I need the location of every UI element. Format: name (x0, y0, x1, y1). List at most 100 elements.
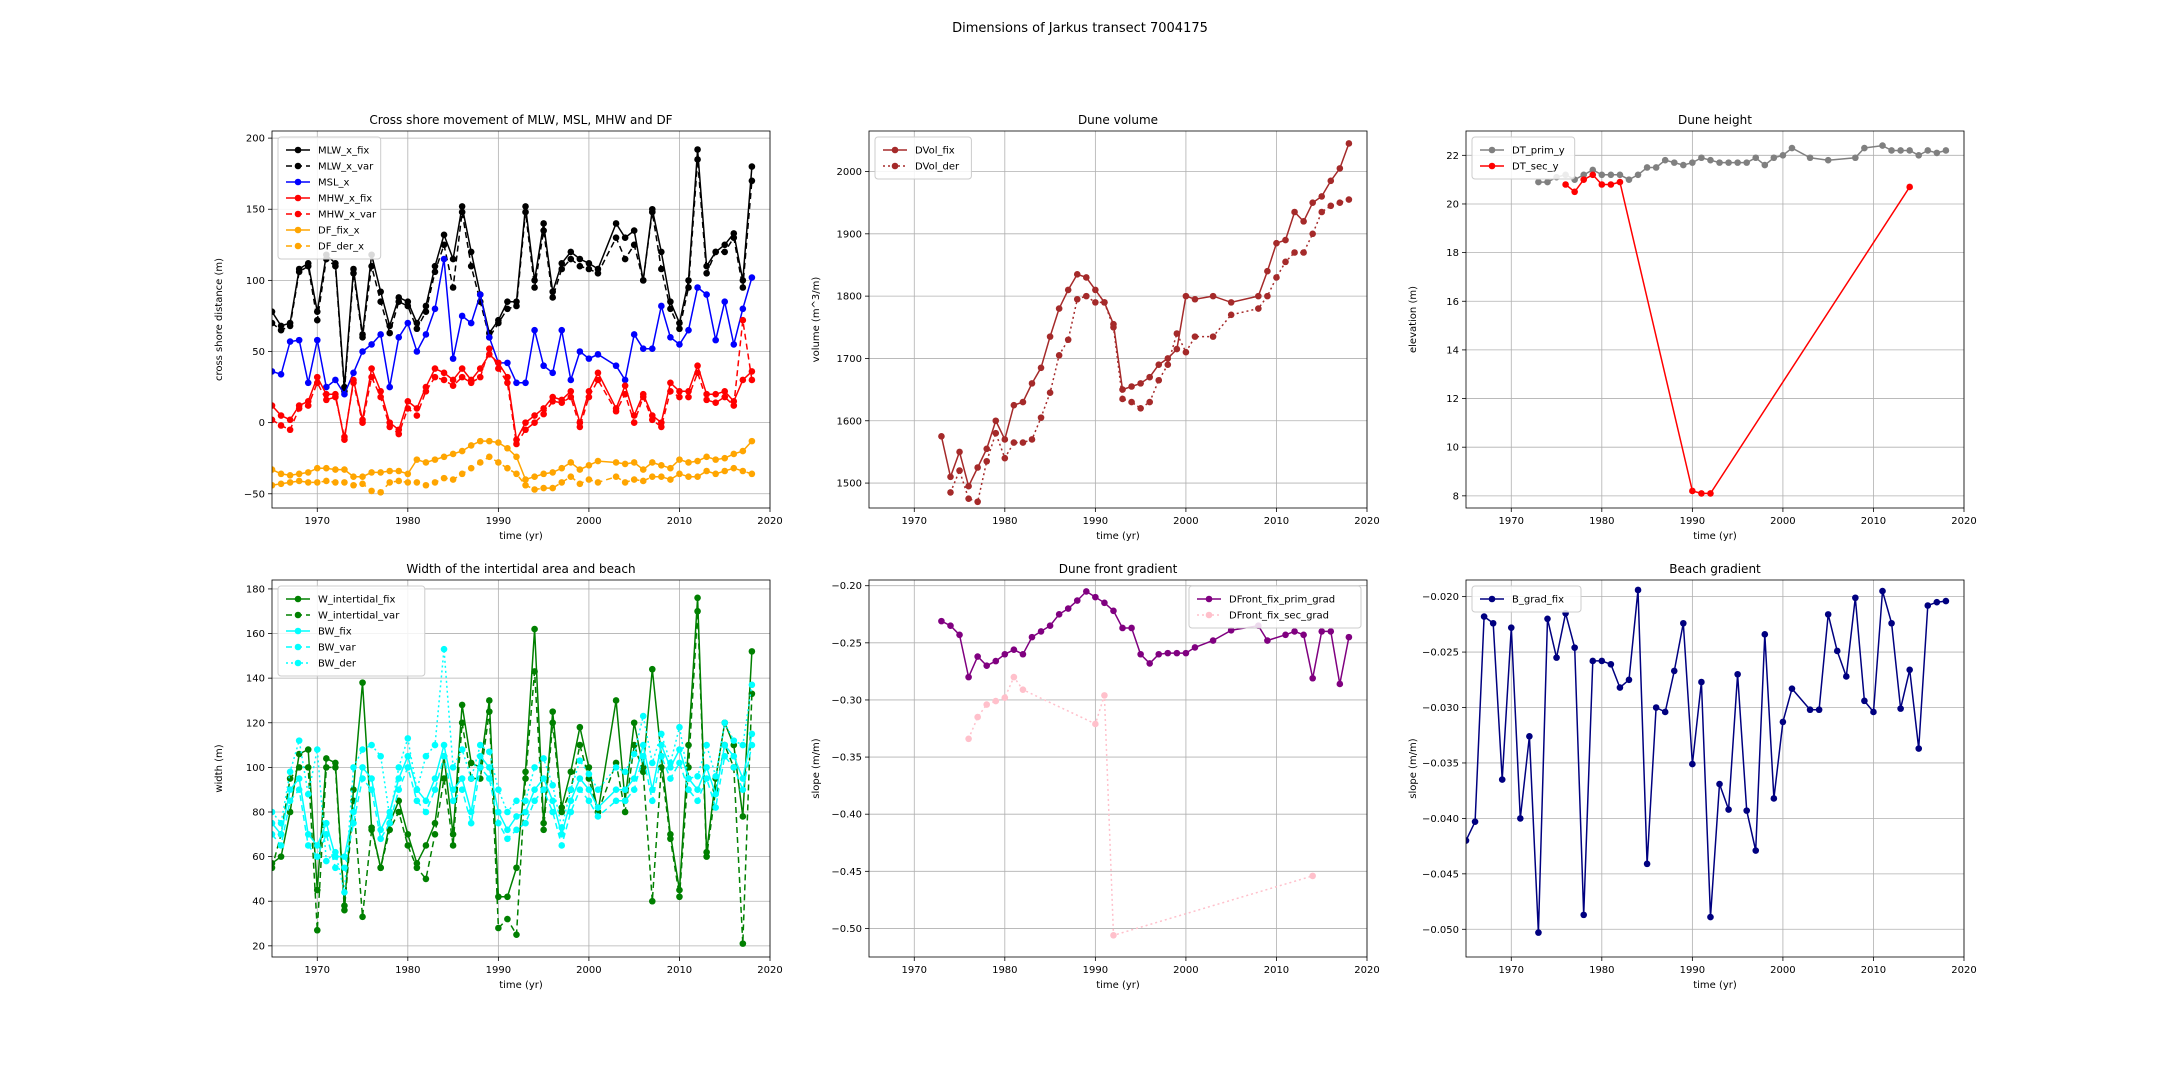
data-point (476, 741, 484, 749)
data-point (368, 786, 375, 793)
data-point (1661, 708, 1669, 716)
data-point (404, 470, 412, 478)
data-point (1073, 597, 1081, 604)
data-point (359, 746, 366, 753)
data-point (1643, 860, 1651, 868)
data-point (685, 284, 692, 291)
data-point (685, 786, 692, 793)
x-tick-label: 1990 (1083, 965, 1108, 976)
data-point (1770, 795, 1778, 802)
data-point (350, 369, 357, 377)
data-point (1110, 607, 1117, 615)
data-point (712, 456, 719, 463)
data-point (1589, 171, 1597, 179)
data-point (721, 752, 729, 760)
data-point (495, 439, 502, 446)
data-point (739, 376, 747, 384)
data-point (1466, 837, 1470, 844)
data-point (486, 437, 493, 445)
data-point (467, 775, 475, 782)
data-point (558, 260, 566, 267)
data-point (413, 456, 421, 463)
data-point (1110, 931, 1117, 939)
data-point (350, 473, 357, 481)
data-point (431, 305, 439, 313)
data-point (368, 365, 375, 372)
data-point (522, 797, 529, 805)
data-point (1535, 178, 1542, 186)
data-point (386, 826, 394, 834)
data-point (486, 333, 493, 341)
x-tick-label: 1970 (1499, 965, 1524, 976)
data-point (386, 383, 394, 391)
data-point (440, 453, 448, 461)
data-point (1309, 674, 1316, 682)
data-point (313, 373, 321, 381)
data-point (332, 848, 339, 856)
data-point (639, 477, 647, 485)
data-point (277, 480, 285, 488)
data-point (1716, 780, 1723, 788)
x-axis-label: time (yr) (499, 980, 543, 991)
y-tick-label: 120 (246, 718, 265, 729)
x-tick-label: 2000 (1770, 516, 1795, 527)
data-point (458, 373, 466, 381)
data-point (676, 456, 683, 463)
data-point (1345, 196, 1353, 203)
data-point (676, 393, 683, 401)
data-point (983, 662, 991, 669)
data-point (1101, 299, 1108, 306)
data-point (639, 768, 647, 776)
series-line-MHW_x_var (272, 320, 753, 447)
data-point (1336, 680, 1344, 688)
data-point (658, 764, 665, 771)
data-point (286, 471, 294, 479)
data-point (712, 399, 719, 407)
data-point (648, 416, 656, 424)
data-point (1625, 676, 1633, 684)
data-point (513, 931, 520, 938)
data-point (332, 376, 339, 384)
data-point (277, 326, 285, 334)
data-point (1544, 615, 1551, 623)
data-point (413, 405, 421, 412)
data-point (1182, 348, 1190, 356)
data-point (585, 476, 593, 483)
data-point (431, 831, 439, 838)
data-point (585, 393, 593, 401)
data-point (522, 379, 529, 387)
data-point (1535, 929, 1542, 936)
data-point (368, 341, 375, 348)
data-point (313, 316, 321, 324)
x-tick-label: 2020 (757, 516, 782, 527)
data-point (576, 262, 584, 270)
data-point (938, 617, 945, 625)
data-point (1598, 181, 1606, 188)
data-point (703, 291, 710, 298)
data-point (585, 265, 593, 273)
data-point (748, 274, 756, 281)
data-point (648, 797, 656, 805)
data-point (458, 208, 466, 216)
data-point (1309, 230, 1316, 238)
data-point (1010, 673, 1018, 681)
data-point (1010, 401, 1018, 409)
data-point (1046, 333, 1054, 340)
data-point (549, 398, 556, 405)
data-point (947, 489, 954, 496)
data-point (658, 730, 665, 738)
data-point (540, 470, 547, 478)
data-point (658, 752, 665, 760)
data-point (377, 393, 384, 401)
data-point (658, 473, 665, 481)
data-point (1897, 147, 1904, 154)
data-point (495, 459, 502, 466)
x-tick-label: 1990 (1680, 516, 1705, 527)
data-point (323, 383, 330, 391)
data-point (667, 464, 674, 472)
data-point (558, 464, 566, 472)
axes-frame (271, 579, 771, 958)
data-point (748, 470, 756, 478)
data-point (730, 737, 738, 744)
data-point (685, 393, 692, 401)
